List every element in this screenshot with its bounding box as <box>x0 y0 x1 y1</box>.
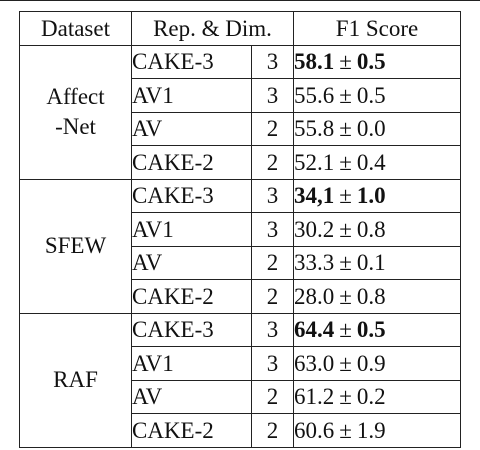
f1-mean: 63.0 <box>294 350 335 376</box>
representation-cell: AV <box>131 379 252 414</box>
representation-cell: CAKE-2 <box>131 413 252 448</box>
f1-score-cell: 55.8 ±0.0 <box>293 111 461 146</box>
f1-std: 0.5 <box>356 49 386 75</box>
dimension-cell: 3 <box>251 312 294 347</box>
f1-score-cell: 33.3 ±0.1 <box>293 245 461 280</box>
dimension-cell: 3 <box>251 212 294 247</box>
f1-mean: 28.0 <box>294 283 335 309</box>
representation-cell: AV <box>131 245 252 280</box>
f1-mean: 61.2 <box>294 384 335 410</box>
representation-cell: CAKE-3 <box>131 312 252 347</box>
f1-std: 0.4 <box>356 149 386 175</box>
dataset-cell: Affect -Net <box>19 44 132 180</box>
f1-std: 1.0 <box>356 183 386 209</box>
header-f1-score: F1 Score <box>293 11 461 46</box>
f1-score-cell: 60.6 ±1.9 <box>293 413 461 448</box>
plus-minus-symbol: ± <box>339 317 352 343</box>
table-row: AV 2 55.8 ±0.0 <box>20 111 461 146</box>
table-row: AV1 3 55.6 ±0.5 <box>20 78 461 113</box>
f1-mean: 33.3 <box>294 250 335 276</box>
header-rep-dim: Rep. & Dim. <box>131 11 294 46</box>
f1-mean: 52.1 <box>294 149 335 175</box>
table-row: AV 2 33.3 ±0.1 <box>20 245 461 280</box>
f1-std: 0.5 <box>356 317 386 343</box>
f1-std: 0.9 <box>356 350 386 376</box>
table-row: CAKE-2 2 60.6 ±1.9 <box>20 413 461 448</box>
table-row: CAKE-2 2 28.0 ±0.8 <box>20 279 461 314</box>
f1-mean: 34,1 <box>294 183 335 209</box>
f1-mean: 60.6 <box>294 417 335 443</box>
dimension-cell: 3 <box>251 178 294 213</box>
representation-cell: CAKE-3 <box>131 178 252 213</box>
f1-mean: 55.6 <box>294 82 335 108</box>
f1-std: 1.9 <box>356 417 386 443</box>
f1-score-cell: 30.2 ±0.8 <box>293 212 461 247</box>
f1-mean: 55.8 <box>294 116 335 142</box>
f1-score-cell: 58.1 ±0.5 <box>293 44 461 79</box>
dimension-cell: 2 <box>251 379 294 414</box>
dataset-cell: SFEW <box>19 178 132 314</box>
f1-std: 0.2 <box>356 384 386 410</box>
representation-cell: AV1 <box>131 78 252 113</box>
f1-mean: 64.4 <box>294 317 335 343</box>
representation-cell: AV <box>131 111 252 146</box>
f1-std: 0.1 <box>356 250 386 276</box>
header-row: Dataset Rep. & Dim. F1 Score <box>19 11 461 46</box>
table-row: Affect -Net CAKE-3 3 58.1 ±0.5 <box>19 44 461 180</box>
f1-score-cell: 64.4 ±0.5 <box>293 312 461 347</box>
f1-std: 0.8 <box>356 216 386 242</box>
f1-score-cell: 61.2 ±0.2 <box>293 379 461 414</box>
f1-score-cell: 63.0 ±0.9 <box>293 346 461 381</box>
representation-cell: CAKE-3 <box>131 44 252 79</box>
table-row: SFEW CAKE-3 3 34,1 ±1.0 <box>19 178 461 314</box>
representation-cell: CAKE-2 <box>131 145 252 180</box>
representation-cell: AV1 <box>131 346 252 381</box>
plus-minus-symbol: ± <box>339 417 352 443</box>
f1-std: 0.8 <box>356 283 386 309</box>
dimension-cell: 2 <box>251 413 294 448</box>
page-top-rule <box>0 0 480 1</box>
plus-minus-symbol: ± <box>339 49 352 75</box>
f1-score-cell: 34,1 ±1.0 <box>293 178 461 213</box>
dimension-cell: 2 <box>251 245 294 280</box>
f1-mean: 30.2 <box>294 216 335 242</box>
plus-minus-symbol: ± <box>339 250 352 276</box>
f1-score-cell: 55.6 ±0.5 <box>293 78 461 113</box>
representation-cell: AV1 <box>131 212 252 247</box>
plus-minus-symbol: ± <box>339 283 352 309</box>
table-body: Affect -Net CAKE-3 3 58.1 ±0.5 AV1 3 55.6 ±0.5 AV 2… <box>19 44 461 448</box>
dimension-cell: 2 <box>251 111 294 146</box>
f1-std: 0.0 <box>356 116 386 142</box>
dataset-cell: RAF <box>19 312 132 448</box>
plus-minus-symbol: ± <box>339 149 352 175</box>
plus-minus-symbol: ± <box>339 216 352 242</box>
plus-minus-symbol: ± <box>339 82 352 108</box>
dimension-cell: 2 <box>251 145 294 180</box>
f1-score-cell: 28.0 ±0.8 <box>293 279 461 314</box>
f1-mean: 58.1 <box>294 49 335 75</box>
dimension-cell: 2 <box>251 279 294 314</box>
header-dataset: Dataset <box>19 11 132 46</box>
representation-cell: CAKE-2 <box>131 279 252 314</box>
plus-minus-symbol: ± <box>339 350 352 376</box>
f1-score-cell: 52.1 ±0.4 <box>293 145 461 180</box>
plus-minus-symbol: ± <box>339 183 352 209</box>
table-row: AV1 3 30.2 ±0.8 <box>20 212 461 247</box>
dimension-cell: 3 <box>251 346 294 381</box>
dimension-cell: 3 <box>251 78 294 113</box>
dimension-cell: 3 <box>251 44 294 79</box>
table-row: RAF CAKE-3 3 64.4 ±0.5 <box>19 312 461 448</box>
results-table: Dataset Rep. & Dim. F1 Score Affect -Net C… <box>19 11 461 448</box>
plus-minus-symbol: ± <box>339 384 352 410</box>
f1-std: 0.5 <box>356 82 386 108</box>
plus-minus-symbol: ± <box>339 116 352 142</box>
